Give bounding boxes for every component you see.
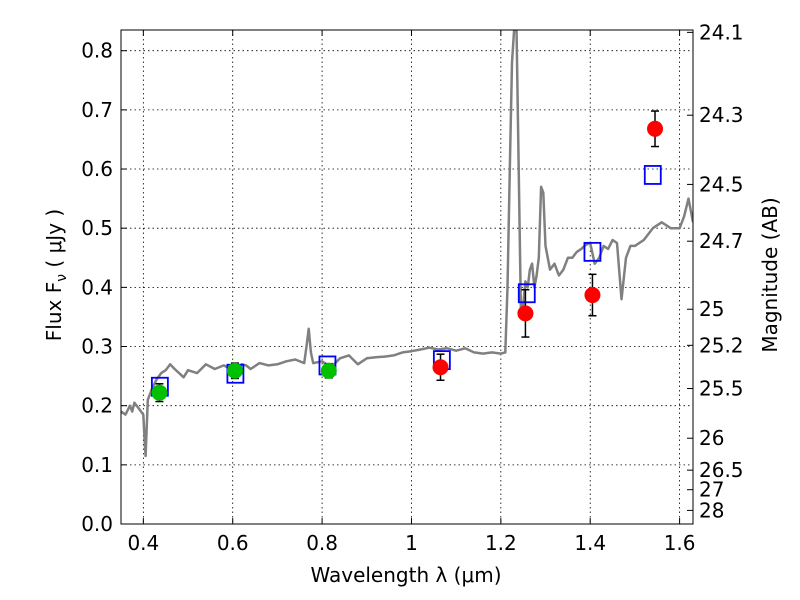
red-data-point — [647, 120, 664, 137]
y2-tick-label: 24.1 — [699, 20, 744, 44]
y2-tick-label: 28 — [699, 498, 724, 522]
plot-area — [121, 30, 693, 458]
y2-tick-label: 26 — [699, 426, 724, 450]
plot-frame — [120, 29, 694, 525]
model-flux-square — [517, 283, 536, 304]
y2-axis-title: Magnitude (AB) — [758, 197, 782, 352]
y2-tick-label: 24.5 — [699, 172, 744, 196]
green-data-point — [320, 362, 337, 379]
red-data-point — [584, 287, 601, 304]
x-tick-label: 0.6 — [217, 531, 249, 555]
y-tick-label: 0.7 — [81, 98, 113, 122]
x-tick-label: 1 — [405, 531, 418, 555]
y-tick-label: 0.2 — [81, 394, 113, 418]
y-axis-title-subscript: ν — [54, 274, 70, 282]
ticks-layer: 0.4 0.6 0.8 1 1.2 1.4 1.6 0.0 0.1 0.2 0.3 0.4 0.5 0.6… — [81, 20, 743, 555]
spectrum-line — [121, 30, 693, 458]
y-tick-label: 0.4 — [81, 275, 113, 299]
y-axis-title-main: Flux F — [42, 282, 66, 341]
y2-tick-label: 24.7 — [699, 229, 744, 253]
y2-tick-label: 24.3 — [699, 103, 744, 127]
y2-tick-label: 25.5 — [699, 377, 744, 401]
y-tick-label: 0.8 — [81, 39, 113, 63]
y-axis-title: Flux Fν ( μJy ) — [42, 209, 70, 341]
y2-tick-label: 27 — [699, 478, 724, 502]
x-axis-title: Wavelength λ (μm) — [310, 563, 501, 587]
y2-tick-label: 25 — [699, 297, 724, 321]
y2-tick-label: 26.5 — [699, 458, 744, 482]
y-tick-label: 0.3 — [81, 335, 113, 359]
green-data-point — [151, 384, 168, 401]
x-tick-label: 1.2 — [485, 531, 517, 555]
model-flux-square — [643, 165, 662, 185]
x-tick-label: 0.8 — [306, 531, 338, 555]
red-data-point — [517, 305, 534, 322]
y2-tick-label: 25.2 — [699, 333, 744, 357]
model-flux-square — [583, 241, 602, 262]
x-tick-label: 1.4 — [574, 531, 606, 555]
y-tick-label: 0.0 — [81, 512, 113, 536]
x-tick-label: 1.6 — [664, 531, 696, 555]
y-tick-label: 0.5 — [81, 216, 113, 240]
green-data-point — [226, 362, 243, 379]
y-tick-label: 0.1 — [81, 453, 113, 477]
x-tick-label: 0.4 — [127, 531, 159, 555]
red-data-point — [432, 359, 449, 376]
y-axis-title-unit: ( μJy ) — [42, 209, 66, 274]
grid-layer — [121, 30, 693, 525]
y-tick-label: 0.6 — [81, 157, 113, 181]
